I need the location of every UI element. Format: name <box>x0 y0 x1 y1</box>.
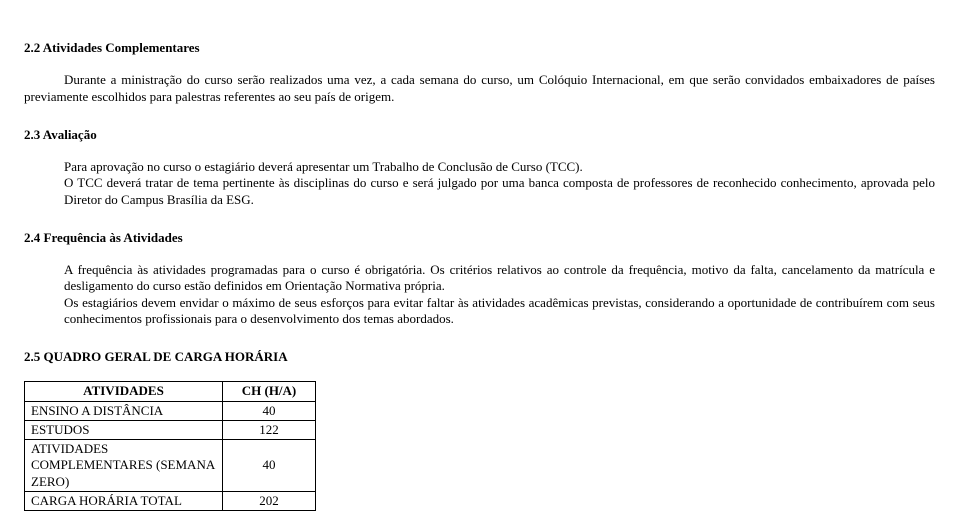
table-cell-value: 202 <box>223 491 316 510</box>
table-cell-label: ATIVIDADES COMPLEMENTARES (SEMANA ZERO) <box>25 440 223 492</box>
section-2-4-p2: Os estagiários devem envidar o máximo de… <box>64 295 935 328</box>
section-2-3-title: 2.3 Avaliação <box>24 127 935 143</box>
table-cell-label: ENSINO A DISTÂNCIA <box>25 401 223 420</box>
table-cell-label: CARGA HORÁRIA TOTAL <box>25 491 223 510</box>
table-header-ch: CH (H/A) <box>223 382 316 401</box>
section-2-3-p2: O TCC deverá tratar de tema pertinente à… <box>64 175 935 208</box>
section-2-3-p1: Para aprovação no curso o estagiário dev… <box>64 159 935 175</box>
table-cell-value: 40 <box>223 440 316 492</box>
section-2-4-p1: A frequência às atividades programadas p… <box>64 262 935 295</box>
table-cell-value: 122 <box>223 420 316 439</box>
table-row: ESTUDOS 122 <box>25 420 316 439</box>
table-cell-value: 40 <box>223 401 316 420</box>
section-2-2-paragraph: Durante a ministração do curso serão rea… <box>24 72 935 105</box>
section-2-2-text: Durante a ministração do curso serão rea… <box>24 72 935 103</box>
section-2-5-title: 2.5 QUADRO GERAL DE CARGA HORÁRIA <box>24 349 935 365</box>
section-2-4-title: 2.4 Frequência às Atividades <box>24 230 935 246</box>
table-row: ENSINO A DISTÂNCIA 40 <box>25 401 316 420</box>
table-header-row: ATIVIDADES CH (H/A) <box>25 382 316 401</box>
table-row: CARGA HORÁRIA TOTAL 202 <box>25 491 316 510</box>
section-2-2-title: 2.2 Atividades Complementares <box>24 40 935 56</box>
table-header-activities: ATIVIDADES <box>25 382 223 401</box>
table-row: ATIVIDADES COMPLEMENTARES (SEMANA ZERO) … <box>25 440 316 492</box>
carga-horaria-table: ATIVIDADES CH (H/A) ENSINO A DISTÂNCIA 4… <box>24 381 316 511</box>
table-cell-label: ESTUDOS <box>25 420 223 439</box>
